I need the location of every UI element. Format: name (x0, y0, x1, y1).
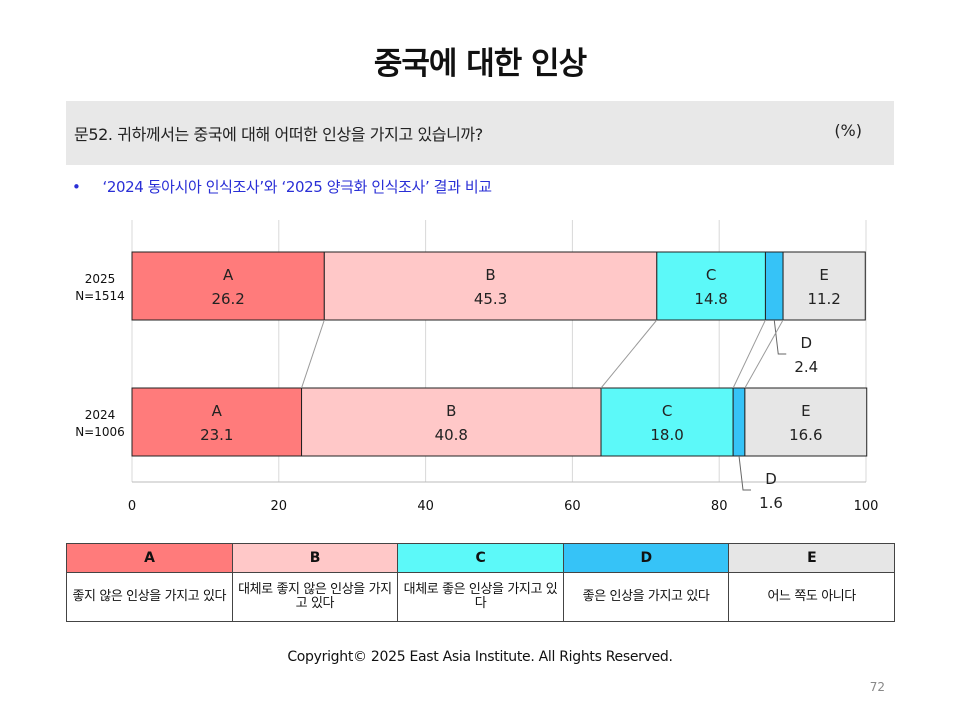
bar-series-label-d-0: D (800, 334, 812, 352)
legend-key-c: C (397, 543, 564, 573)
data-label-d-0: 2.4 (794, 358, 818, 376)
bar-c-1 (600, 387, 734, 457)
data-label-e-1: 16.6 (789, 426, 822, 444)
legend-table: A B C D E 좋지 않은 인상을 가지고 있다 대체로 좋지 않은 인상을… (66, 543, 895, 622)
bar-series-label-b-0: B (485, 266, 495, 284)
data-label-c-0: 14.8 (694, 290, 727, 308)
legend-label-e: 어느 쪽도 아니다 (728, 572, 895, 622)
bar-series-label-b-1: B (446, 402, 456, 420)
x-tick-label-40: 40 (417, 499, 434, 514)
unit-label: (%) (834, 121, 862, 140)
bar-series-label-e-0: E (819, 266, 828, 284)
connector-line-3 (744, 319, 784, 389)
legend-label-a: 좋지 않은 인상을 가지고 있다 (66, 572, 233, 622)
x-tick-label-100: 100 (854, 499, 879, 514)
bar-series-label-a-0: A (223, 266, 234, 284)
bar-a-0 (131, 251, 325, 321)
connector-line-0 (301, 319, 325, 389)
bar-b-1 (301, 387, 602, 457)
category-label-0-1: N=1514 (75, 289, 125, 303)
category-label-0-0: 2025 (85, 272, 116, 286)
category-label-1-0: 2024 (85, 408, 116, 422)
legend-label-b: 대체로 좋지 않은 인상을 가지고 있다 (231, 572, 399, 622)
bar-series-label-c-1: C (662, 402, 672, 420)
bar-b-0 (323, 251, 658, 321)
bullet-mark: • (72, 178, 81, 196)
copyright-text: Copyright© 2025 East Asia Institute. All… (287, 649, 673, 665)
bar-a-1 (131, 387, 303, 457)
stacked-bar-chart: 0 20 40 60 80 100 2025 N=1514 A 26.2 B 45.3 C 14.8 D 2.… (75, 220, 879, 514)
page-title: 중국에 대한 인상 (373, 46, 587, 82)
data-label-a-1: 23.1 (200, 426, 233, 444)
question-box: 문52. 귀하께서는 중국에 대해 어떠한 인상을 가지고 있습니까? (%) (66, 101, 894, 165)
callout-line-d-0 (773, 319, 787, 355)
x-tick-label-0: 0 (128, 499, 136, 514)
data-label-b-1: 40.8 (435, 426, 468, 444)
bar-series-label-e-1: E (801, 402, 810, 420)
x-tick-label-80: 80 (711, 499, 728, 514)
data-label-e-0: 11.2 (807, 290, 840, 308)
data-label-d-1: 1.6 (759, 494, 783, 512)
callout-line-d-1 (738, 455, 752, 491)
page-number: 72 (869, 680, 885, 694)
bar-series-label-d-1: D (765, 470, 777, 488)
data-label-b-0: 45.3 (474, 290, 507, 308)
x-tick-label-60: 60 (564, 499, 581, 514)
x-tick-label-20: 20 (271, 499, 288, 514)
legend-header-row: A B C D E (66, 543, 895, 573)
bar-e-1 (744, 387, 868, 457)
bar-e-0 (782, 251, 866, 321)
connector-line-2 (732, 319, 766, 389)
bar-series-label-a-1: A (212, 402, 223, 420)
legend-key-d: D (562, 543, 730, 573)
bar-d-0 (764, 251, 784, 321)
legend-label-d: 좋은 인상을 가지고 있다 (562, 572, 730, 622)
connector-line-1 (600, 319, 658, 389)
data-label-c-1: 18.0 (650, 426, 683, 444)
bar-c-0 (656, 251, 766, 321)
data-label-a-0: 26.2 (211, 290, 244, 308)
legend-key-e: E (728, 543, 895, 573)
bar-d-1 (732, 387, 746, 457)
category-label-1-1: N=1006 (75, 425, 125, 439)
legend-key-a: A (66, 543, 233, 573)
bar-series-label-c-0: C (706, 266, 716, 284)
comparison-note: • ‘2024 동아시아 인식조사’와 ‘2025 양극화 인식조사’ 결과 비교 (72, 176, 492, 197)
question-text: 문52. 귀하께서는 중국에 대해 어떠한 인상을 가지고 있습니까? (74, 125, 483, 144)
legend-label-c: 대체로 좋은 인상을 가지고 있다 (397, 572, 564, 622)
legend-label-row: 좋지 않은 인상을 가지고 있다 대체로 좋지 않은 인상을 가지고 있다 대체… (66, 572, 895, 622)
legend-key-b: B (231, 543, 399, 573)
comparison-note-text: ‘2024 동아시아 인식조사’와 ‘2025 양극화 인식조사’ 결과 비교 (102, 178, 492, 196)
